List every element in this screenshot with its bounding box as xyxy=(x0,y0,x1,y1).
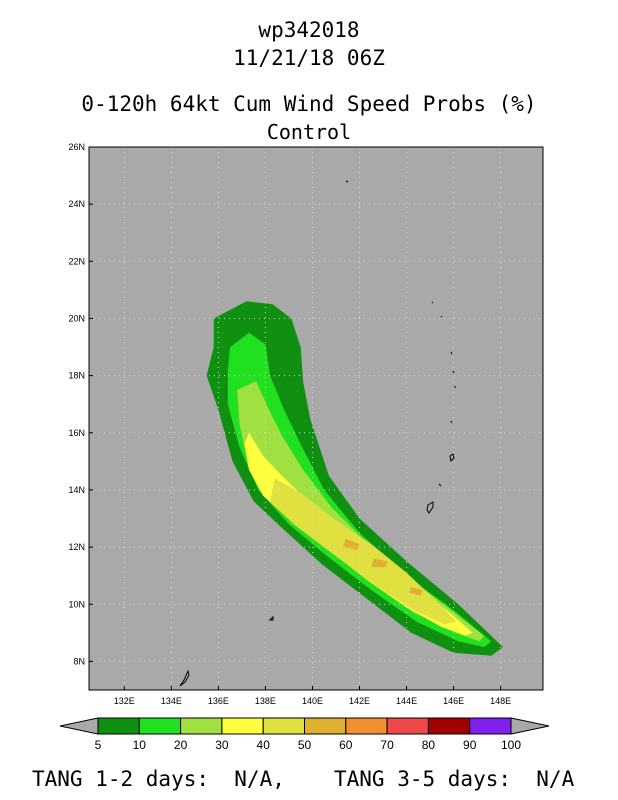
y-tick-label: 24N xyxy=(68,199,85,209)
x-tick-label: 148E xyxy=(490,696,511,706)
island-outline xyxy=(450,420,453,424)
colorbar-label: 90 xyxy=(463,738,477,752)
island-outline xyxy=(426,501,434,514)
y-tick-label: 20N xyxy=(68,313,85,323)
y-tick-label: 18N xyxy=(68,371,85,381)
island-outline xyxy=(431,301,434,304)
storm-id: wp342018 xyxy=(258,18,360,42)
colorbar-label: 40 xyxy=(257,738,271,752)
chart-subtitle: Control xyxy=(266,120,352,144)
colorbar-label: 60 xyxy=(339,738,353,752)
island-outline xyxy=(450,351,453,355)
axis-ticks: 132E 134E 136E 138E 140E 142E 144E 146E 148E 8N 10… xyxy=(68,142,511,706)
colorbar-swatch xyxy=(304,717,347,735)
island-outline xyxy=(449,453,455,463)
colorbar-swatch xyxy=(345,717,388,735)
y-tick-label: 12N xyxy=(68,542,85,552)
x-tick-label: 142E xyxy=(349,696,370,706)
colorbar-label: 70 xyxy=(380,738,394,752)
colorbar-swatch xyxy=(386,717,429,735)
colorbar-label: 30 xyxy=(215,738,229,752)
island-outline xyxy=(179,669,190,687)
island-outline xyxy=(345,180,349,183)
contour-50-percent xyxy=(371,558,388,568)
plot-frame xyxy=(88,146,544,691)
island-outline xyxy=(268,615,274,621)
island-outline xyxy=(438,483,442,487)
island-outline xyxy=(440,315,443,318)
colorbar-swatch xyxy=(221,717,264,735)
colorbar-swatch xyxy=(469,717,512,735)
colorbar-swatch xyxy=(97,717,140,735)
x-tick-label: 140E xyxy=(302,696,323,706)
y-tick-label: 10N xyxy=(68,599,85,609)
y-tick-label: 26N xyxy=(68,142,85,152)
forecast-datetime: 11/21/18 06Z xyxy=(233,46,385,70)
x-tick-label: 134E xyxy=(161,696,182,706)
x-tick-label: 144E xyxy=(396,696,417,706)
contour-20-percent xyxy=(237,381,485,642)
y-tick-label: 8N xyxy=(73,656,85,666)
contour-5-percent xyxy=(206,301,503,656)
colorbar-swatch xyxy=(180,717,223,735)
wind-probability-map: 132E 134E 136E 138E 140E 142E 144E 146E 148E 8N 10… xyxy=(59,142,550,752)
chart-title: 0-120h 64kt Cum Wind Speed Probs (%) xyxy=(81,92,537,116)
colorbar-label: 10 xyxy=(133,738,147,752)
colorbar-label: 50 xyxy=(298,738,312,752)
contour-40-percent xyxy=(270,478,456,625)
contour-50-percent xyxy=(343,538,360,550)
tang-1-2-days: TANG 1-2 days: N/A, xyxy=(32,767,285,791)
y-tick-label: 22N xyxy=(68,256,85,266)
colorbar-over-arrow xyxy=(510,717,550,735)
x-tick-label: 146E xyxy=(443,696,464,706)
plot-background xyxy=(89,147,543,690)
land-outlines xyxy=(179,180,456,687)
island-outline xyxy=(452,370,455,374)
colorbar-swatch xyxy=(427,717,471,735)
colorbar-under-arrow xyxy=(59,717,99,735)
colorbar-swatch xyxy=(262,717,306,735)
y-tick-label: 16N xyxy=(68,428,85,438)
colorbar-label: 20 xyxy=(174,738,188,752)
colorbar-swatch xyxy=(138,717,182,735)
x-tick-label: 136E xyxy=(208,696,229,706)
tang-3-5-days: TANG 3-5 days: N/A xyxy=(334,767,575,791)
grid-lines xyxy=(89,146,543,690)
colorbar-label: 100 xyxy=(501,738,521,752)
contour-50-percent xyxy=(408,587,423,596)
colorbar: 5 10 20 30 40 50 60 70 80 90 100 xyxy=(59,717,550,752)
x-tick-label: 132E xyxy=(114,696,135,706)
y-tick-label: 14N xyxy=(68,485,85,495)
colorbar-label: 5 xyxy=(95,738,102,752)
probability-contours xyxy=(206,301,503,656)
colorbar-label: 80 xyxy=(422,738,436,752)
x-tick-label: 138E xyxy=(255,696,276,706)
